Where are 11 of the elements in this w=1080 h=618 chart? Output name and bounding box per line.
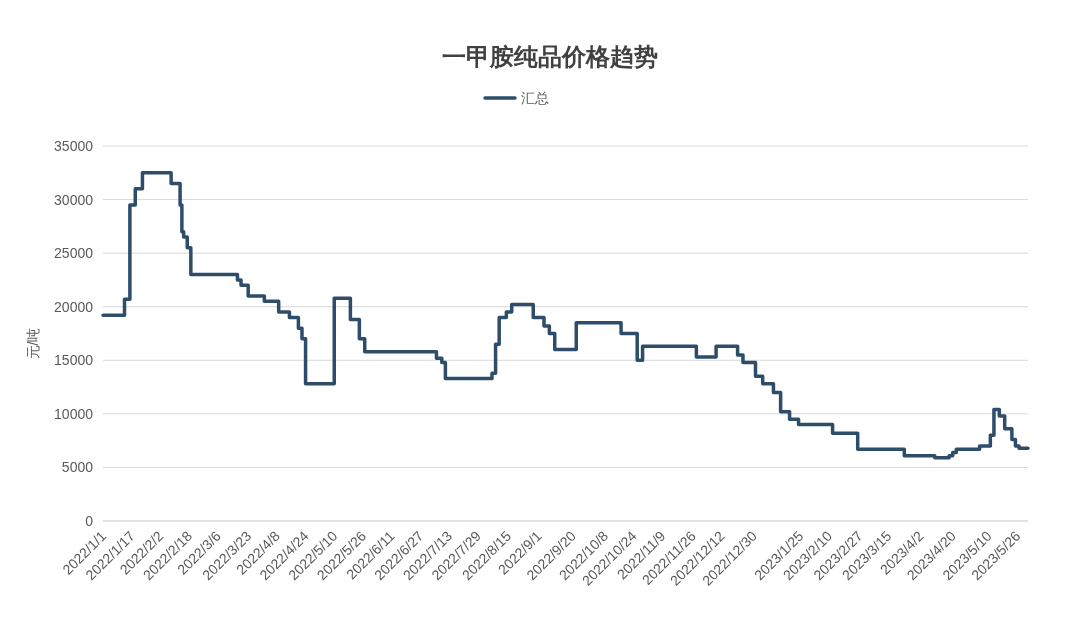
y-tick-label: 30000 <box>54 191 94 208</box>
y-tick-label: 35000 <box>54 138 94 154</box>
y-tick-label: 10000 <box>54 405 94 422</box>
y-tick-label: 0 <box>85 513 94 529</box>
y-tick-label: 5000 <box>61 459 94 476</box>
y-tick-label: 15000 <box>54 352 94 369</box>
chart-title: 一甲胺纯品价格趋势 <box>442 43 658 70</box>
legend-label: 汇总 <box>521 90 549 106</box>
y-axis-title: 元/吨 <box>25 327 41 360</box>
y-tick-label: 25000 <box>54 245 94 262</box>
y-tick-label: 20000 <box>54 298 94 315</box>
